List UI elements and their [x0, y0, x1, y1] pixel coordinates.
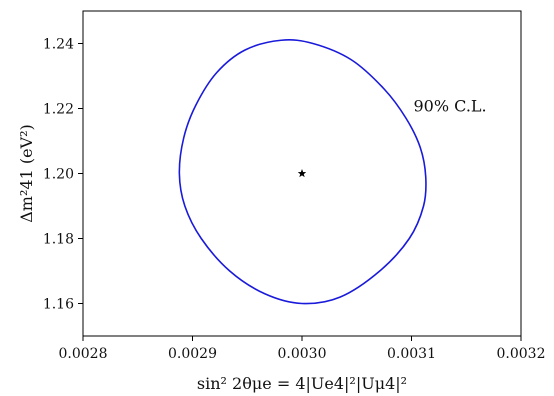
- x-axis: 0.0028 0.0029 0.0030 0.0031 0.0032: [59, 336, 546, 362]
- x-axis-label: sin² 2θμe = 4|Ue4|²|Uμ4|²: [197, 374, 407, 393]
- best-fit-star-marker: [297, 169, 307, 178]
- y-tick-label: 1.18: [43, 232, 74, 248]
- x-tick-label: 0.0031: [387, 346, 436, 362]
- x-tick-label: 0.0030: [278, 346, 327, 362]
- y-tick-label: 1.20: [43, 167, 74, 183]
- y-tick-label: 1.16: [43, 297, 74, 313]
- x-tick-label: 0.0032: [497, 346, 546, 362]
- plot-content: [178, 39, 427, 305]
- y-axis-label: Δm²41 (eV²): [17, 124, 36, 223]
- y-tick-label: 1.22: [43, 102, 74, 118]
- y-tick-label: 1.24: [43, 37, 74, 53]
- annotations: 90% C.L.: [414, 96, 487, 115]
- y-axis: 1.16 1.18 1.20 1.22 1.24: [43, 37, 83, 313]
- confidence-level-label: 90% C.L.: [414, 96, 487, 115]
- x-tick-label: 0.0028: [59, 346, 108, 362]
- contour-line: [178, 39, 427, 305]
- x-tick-label: 0.0029: [168, 346, 217, 362]
